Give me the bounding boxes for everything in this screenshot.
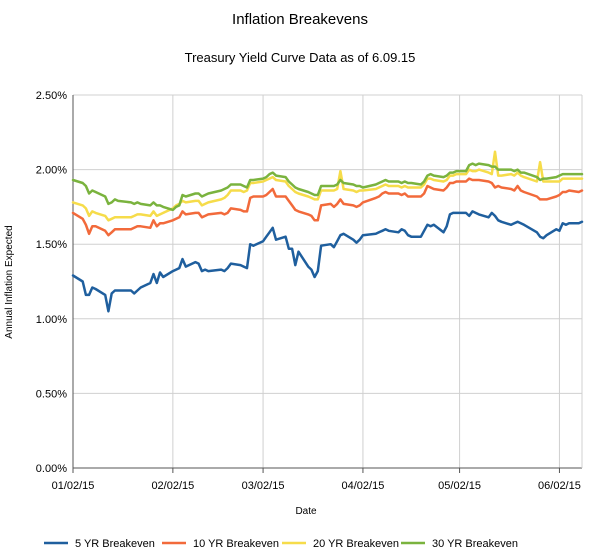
x-tick-label: 01/02/15 <box>52 480 95 492</box>
chart-subtitle: Treasury Yield Curve Data as of 6.09.15 <box>185 50 416 65</box>
x-tick-label: 03/02/15 <box>242 480 285 492</box>
legend-label-30-yr-breakeven: 30 YR Breakeven <box>432 538 518 550</box>
legend: 5 YR Breakeven 10 YR Breakeven 20 YR Break… <box>44 538 518 550</box>
x-tick-label: 04/02/15 <box>342 480 385 492</box>
y-tick-label: 2.50% <box>36 90 67 102</box>
axes <box>72 95 583 473</box>
legend-label-10-yr-breakeven: 10 YR Breakeven <box>193 538 279 550</box>
tick-labels: 0.00% 0.50% 1.00% 1.50% 2.00% 2.50% 01/02/15 02… <box>36 90 581 492</box>
y-tick-label: 1.00% <box>36 314 67 326</box>
legend-label-20-yr-breakeven: 20 YR Breakeven <box>313 538 399 550</box>
gridlines <box>72 94 582 469</box>
y-tick-label: 0.00% <box>36 463 67 475</box>
series-lines <box>71 150 584 313</box>
chart-title: Inflation Breakevens <box>232 11 368 28</box>
series-line-5-yr-breakeven <box>71 210 584 313</box>
legend-label-5-yr-breakeven: 5 YR Breakeven <box>75 538 155 550</box>
x-tick-label: 02/02/15 <box>151 480 194 492</box>
series-line-20-yr-breakeven <box>71 150 584 222</box>
y-tick-label: 1.50% <box>36 239 67 251</box>
x-tick-label: 06/02/15 <box>538 480 581 492</box>
series-line-10-yr-breakeven <box>71 177 584 237</box>
x-tick-label: 05/02/15 <box>438 480 481 492</box>
y-tick-label: 2.00% <box>36 165 67 177</box>
y-axis-label: Annual Inflation Expected <box>4 225 15 338</box>
y-tick-label: 0.50% <box>36 388 67 400</box>
series-line-30-yr-breakeven <box>71 162 584 212</box>
x-axis-label: Date <box>295 506 317 517</box>
